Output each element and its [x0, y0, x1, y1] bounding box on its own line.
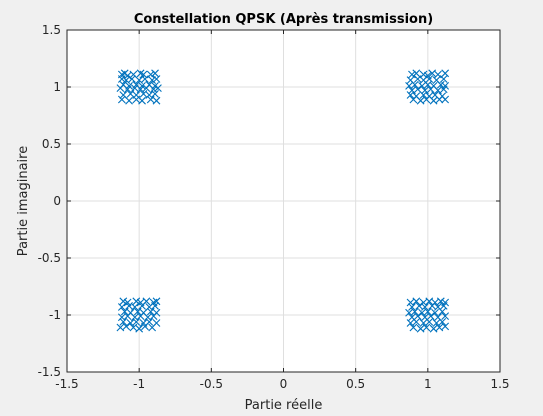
data-point-marker: [412, 297, 421, 306]
data-point-marker: [135, 324, 144, 333]
data-point-marker: [141, 75, 149, 83]
data-point-marker: [154, 84, 162, 93]
data-point-marker: [132, 297, 141, 306]
data-point-marker: [438, 307, 447, 316]
y-tick-label: -0.5: [38, 251, 61, 265]
data-point-marker: [142, 84, 151, 93]
data-point-marker: [434, 70, 442, 79]
data-point-marker: [141, 322, 149, 331]
data-point-marker: [426, 312, 435, 321]
data-point-marker: [426, 85, 435, 94]
data-point-marker: [441, 312, 450, 321]
y-tick-label: -1: [49, 308, 61, 322]
ticks: -1.5 -1 -0.5 0 0.5 1 1.5 -1.5 -1 -0.5 0 0.5 1 1.5: [38, 23, 510, 391]
data-point-marker: [409, 323, 418, 332]
data-point-marker: [436, 80, 445, 89]
data-point-marker: [125, 96, 133, 105]
data-point-marker: [409, 95, 418, 104]
y-tick-label: 0: [53, 194, 61, 208]
data-point-marker: [152, 297, 161, 306]
data-point-marker: [123, 312, 132, 321]
data-point-marker: [119, 297, 128, 306]
data-point-marker: [148, 76, 157, 85]
data-point-marker: [435, 95, 444, 104]
data-point-marker: [117, 75, 126, 83]
data-point-marker: [408, 70, 416, 79]
data-point-marker: [412, 69, 421, 78]
data-point-marker: [421, 303, 429, 311]
data-point-marker: [412, 317, 421, 326]
y-tick-label: 0.5: [42, 137, 61, 151]
y-tick-label: -1.5: [38, 365, 61, 379]
data-point-marker: [438, 317, 447, 326]
data-point-marker: [117, 95, 126, 104]
data-point-marker: [441, 95, 450, 104]
data-point-marker: [139, 70, 148, 79]
data-point-marker: [413, 312, 422, 321]
data-point-marker: [138, 96, 146, 105]
data-point-marker: [151, 89, 159, 98]
x-tick-label: 1.5: [490, 377, 509, 391]
data-point-marker: [119, 317, 128, 326]
data-point-marker: [410, 80, 419, 89]
data-point-marker: [116, 84, 125, 93]
x-tick-label: 0: [280, 377, 288, 391]
data-point-marker: [138, 301, 146, 310]
data-point-marker: [408, 303, 416, 311]
data-point-marker: [130, 303, 139, 311]
y-tick-label: 1: [53, 80, 61, 94]
x-tick-label: 0.5: [346, 377, 365, 391]
data-point-marker: [123, 85, 132, 94]
y-tick-label: 1.5: [42, 23, 61, 37]
data-point-marker: [441, 69, 450, 78]
data-point-marker: [146, 70, 155, 79]
data-point-marker: [439, 85, 448, 94]
data-point-marker: [152, 96, 161, 105]
data-point-marker: [439, 301, 448, 310]
data-point-marker: [149, 312, 158, 321]
data-point-marker: [128, 75, 136, 83]
data-point-marker: [431, 308, 439, 317]
x-tick-label: -1.5: [55, 377, 78, 391]
data-point-marker: [439, 75, 448, 83]
data-point-marker: [410, 307, 419, 316]
data-point-marker: [151, 69, 159, 78]
data-point-marker: [136, 312, 145, 321]
data-point-marker: [423, 307, 432, 316]
data-point-marker: [425, 317, 434, 326]
data-point-marker: [132, 317, 141, 326]
data-point-marker: [422, 95, 431, 104]
data-point-marker: [117, 303, 126, 311]
data-point-marker: [122, 322, 131, 331]
data-point-marker: [425, 75, 434, 83]
data-point-marker: [151, 301, 159, 310]
data-point-marker: [149, 85, 158, 94]
chart-title: Constellation QPSK (Après transmission): [134, 12, 433, 27]
data-point-marker: [152, 75, 161, 83]
x-tick-label: 1: [424, 377, 432, 391]
data-point-marker: [148, 323, 157, 332]
data-point-marker: [436, 297, 445, 306]
x-tick-label: -0.5: [200, 377, 223, 391]
data-point-marker: [422, 323, 431, 332]
y-axis-label: Partie imaginaire: [16, 146, 31, 256]
scatter-series: [116, 69, 450, 333]
data-point-marker: [441, 322, 450, 331]
data-point-marker: [419, 70, 428, 79]
x-tick-label: -1: [133, 377, 145, 391]
x-axis-label: Partie réelle: [245, 398, 323, 413]
